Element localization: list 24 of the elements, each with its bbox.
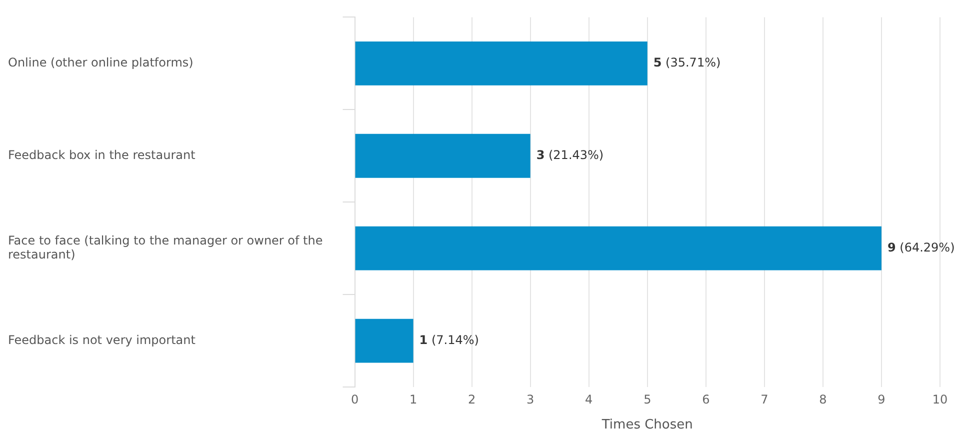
- data-label: 1 (7.14%): [419, 332, 479, 347]
- bar: [355, 41, 648, 86]
- x-tick-label: 3: [526, 392, 534, 406]
- bar: [355, 226, 882, 270]
- bar: [355, 318, 414, 363]
- data-label: 9 (64.29%): [887, 240, 955, 254]
- y-tick-label: Feedback box in the restaurant: [8, 148, 196, 162]
- x-tick-label: 2: [468, 392, 476, 406]
- x-tick-label: 4: [585, 392, 593, 406]
- y-tick-label: Online (other online platforms): [8, 56, 194, 70]
- data-label: 5 (35.71%): [653, 56, 721, 70]
- y-tick-label: Feedback is not very important: [8, 332, 196, 347]
- x-tick-label: 8: [819, 392, 827, 406]
- x-tick-label: 1: [409, 392, 418, 406]
- x-tick-label: 5: [644, 392, 652, 406]
- x-axis-title: Times Chosen: [600, 418, 693, 433]
- x-tick-label: 9: [878, 392, 886, 406]
- x-tick-label: 6: [702, 392, 710, 406]
- x-tick-label: 0: [350, 392, 359, 406]
- data-label: 3 (21.43%): [536, 148, 604, 162]
- x-tick-label: 7: [760, 392, 768, 406]
- x-tick-label: 10: [932, 392, 948, 406]
- y-tick-label: Face to face (talking to the manager or owner of the restaurant): [8, 233, 323, 262]
- bar: [355, 134, 530, 178]
